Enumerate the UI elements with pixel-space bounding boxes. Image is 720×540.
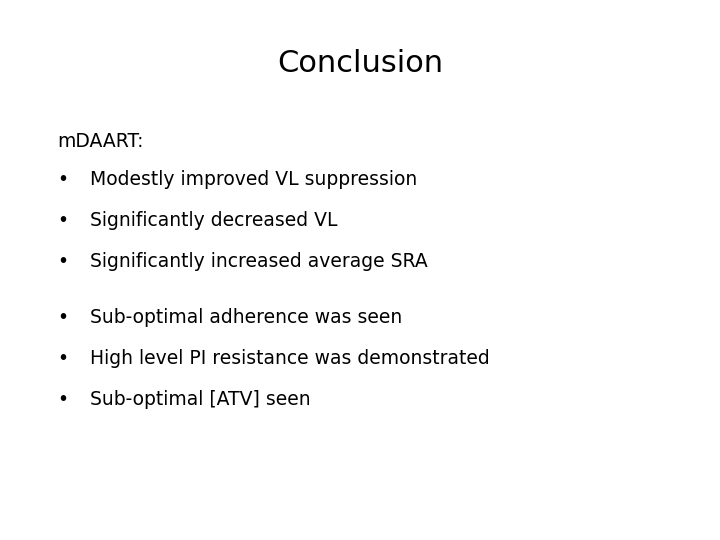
Text: Significantly increased average SRA: Significantly increased average SRA [90, 252, 428, 271]
Text: •: • [58, 252, 68, 271]
Text: Modestly improved VL suppression: Modestly improved VL suppression [90, 170, 418, 189]
Text: Conclusion: Conclusion [277, 49, 443, 78]
Text: •: • [58, 211, 68, 230]
Text: •: • [58, 308, 68, 327]
Text: Sub-optimal adherence was seen: Sub-optimal adherence was seen [90, 308, 402, 327]
Text: •: • [58, 390, 68, 409]
Text: High level PI resistance was demonstrated: High level PI resistance was demonstrate… [90, 349, 490, 368]
Text: Significantly decreased VL: Significantly decreased VL [90, 211, 338, 230]
Text: •: • [58, 170, 68, 189]
Text: mDAART:: mDAART: [58, 132, 144, 151]
Text: •: • [58, 349, 68, 368]
Text: Sub-optimal [ATV] seen: Sub-optimal [ATV] seen [90, 390, 310, 409]
